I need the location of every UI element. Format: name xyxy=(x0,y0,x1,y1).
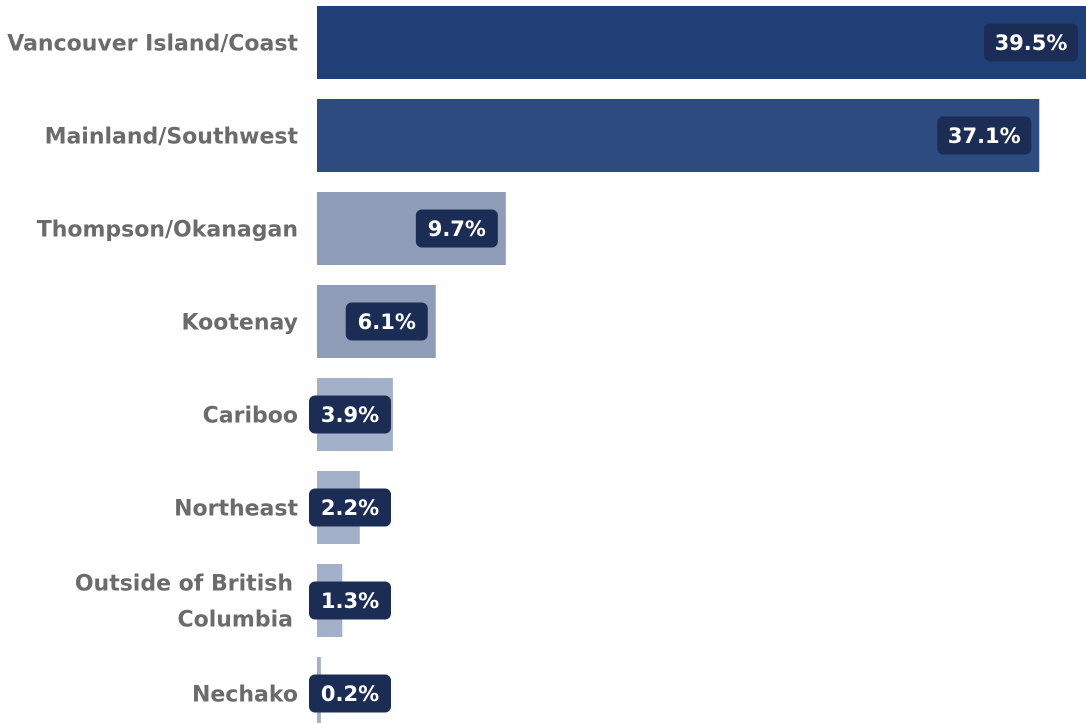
category-label: Outside of British Columbia xyxy=(75,572,293,633)
bar-row: Cariboo 3.9% xyxy=(203,378,393,451)
bar-row: Nechako 0.2% xyxy=(192,657,391,723)
value-badge xyxy=(309,581,391,620)
category-label: Kootenay xyxy=(182,311,299,336)
value-label: 3.9% xyxy=(321,403,379,427)
bar-row: Northeast 2.2% xyxy=(174,471,391,544)
category-label: Thompson/Okanagan xyxy=(37,218,298,243)
category-label: Nechako xyxy=(192,683,298,708)
value-badge xyxy=(309,395,391,434)
category-label: Cariboo xyxy=(203,404,298,429)
value-label: 37.1% xyxy=(948,124,1021,148)
value-badge xyxy=(309,674,391,713)
value-badge xyxy=(345,302,428,341)
value-label: 1.3% xyxy=(321,589,379,613)
bar-row: Kootenay 6.1% xyxy=(182,285,436,358)
category-label: Northeast xyxy=(174,497,298,522)
bar-row: Outside of British Columbia 1.3% xyxy=(75,564,391,637)
bar xyxy=(317,6,1086,79)
value-badge xyxy=(309,488,391,527)
value-badge xyxy=(984,23,1078,62)
bar-row: Thompson/Okanagan 9.7% xyxy=(37,192,506,265)
category-label: Mainland/Southwest xyxy=(45,125,299,150)
bar-row: Mainland/Southwest 37.1% xyxy=(45,99,1040,172)
category-label: Vancouver Island/Coast xyxy=(7,32,298,57)
value-badge xyxy=(937,116,1032,155)
value-label: 9.7% xyxy=(428,217,486,241)
value-badge xyxy=(415,209,498,248)
value-label: 0.2% xyxy=(321,682,379,706)
value-label: 2.2% xyxy=(321,496,379,520)
value-label: 39.5% xyxy=(995,31,1068,55)
value-label: 6.1% xyxy=(358,310,416,334)
bar-row: Vancouver Island/Coast 39.5% xyxy=(7,6,1086,79)
bar xyxy=(317,99,1040,172)
